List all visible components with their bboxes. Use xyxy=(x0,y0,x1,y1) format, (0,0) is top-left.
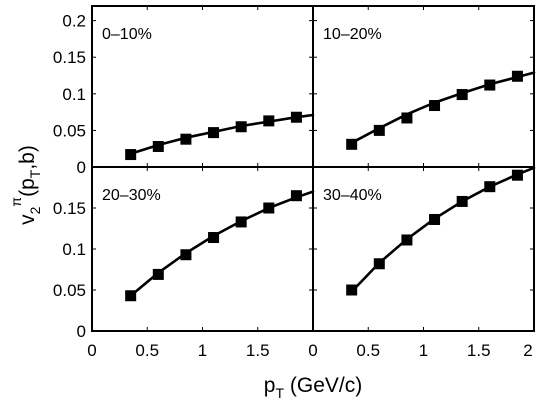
x-tick-label: 2 xyxy=(523,341,532,360)
x-tick-label: 0.5 xyxy=(135,341,159,360)
panel-1: 0–10% xyxy=(91,5,315,168)
data-point xyxy=(346,284,358,296)
y-tick-label: 0.15 xyxy=(53,48,86,67)
x-tick-label: 1.5 xyxy=(467,341,491,360)
tick-labels-layer: 0 0.05 0.1 0.15 0.2 0 0.05 0.1 0.15 0 0.5 1 1.5 0 0.5 1… xyxy=(53,12,533,360)
data-point xyxy=(208,127,220,139)
data-point xyxy=(235,216,247,228)
data-point xyxy=(180,133,192,145)
data-point xyxy=(263,202,275,214)
y-tick-label: 0.1 xyxy=(62,240,86,259)
panels-layer: 0–10% 10–20% 20–30% 30–40% xyxy=(91,5,536,332)
data-point xyxy=(511,70,523,82)
panel-label: 0–10% xyxy=(102,26,152,43)
x-tick-label: 1 xyxy=(198,341,207,360)
y-tick-label: 0.15 xyxy=(53,199,86,218)
x-tick-label: 0 xyxy=(87,341,96,360)
y-tick-label: 0 xyxy=(77,322,86,341)
x-tick-label: 1 xyxy=(419,341,428,360)
data-point xyxy=(401,112,413,124)
y-tick-label: 0.1 xyxy=(62,85,86,104)
data-point xyxy=(125,290,137,302)
y-axis-label: v2π(pT,b) xyxy=(8,145,43,225)
data-point xyxy=(180,249,192,261)
y-tick-label: 0.05 xyxy=(53,121,86,140)
panel-2: 10–20% xyxy=(312,5,536,168)
data-point xyxy=(429,213,441,225)
y-tick-label: 0 xyxy=(77,158,86,177)
x-tick-label: 1.5 xyxy=(246,341,270,360)
data-point xyxy=(456,195,468,207)
data-point xyxy=(429,100,441,112)
panel-label: 10–20% xyxy=(323,26,382,43)
data-point xyxy=(346,138,358,150)
data-point xyxy=(484,79,496,91)
data-point xyxy=(373,124,385,136)
panel-4: 30–40% xyxy=(312,166,536,332)
data-point xyxy=(152,141,164,153)
x-tick-label: 0 xyxy=(308,341,317,360)
data-point xyxy=(373,258,385,270)
data-point xyxy=(235,121,247,133)
panel-3: 20–30% xyxy=(91,166,315,332)
data-point xyxy=(125,149,137,161)
data-point xyxy=(290,111,302,123)
data-point xyxy=(484,181,496,193)
x-tick-label: 0.5 xyxy=(356,341,380,360)
y-tick-label: 0.05 xyxy=(53,281,86,300)
data-point xyxy=(290,190,302,202)
data-point xyxy=(456,89,468,101)
data-point xyxy=(208,232,220,244)
data-point xyxy=(511,169,523,181)
data-point xyxy=(401,234,413,246)
panel-label: 20–30% xyxy=(102,187,161,204)
data-point xyxy=(263,115,275,127)
x-axis-label: pT (GeV/c) xyxy=(264,374,362,401)
data-point xyxy=(152,268,164,280)
y-tick-label: 0.2 xyxy=(62,12,86,31)
panel-label: 30–40% xyxy=(323,187,382,204)
fit-curve xyxy=(129,190,315,298)
